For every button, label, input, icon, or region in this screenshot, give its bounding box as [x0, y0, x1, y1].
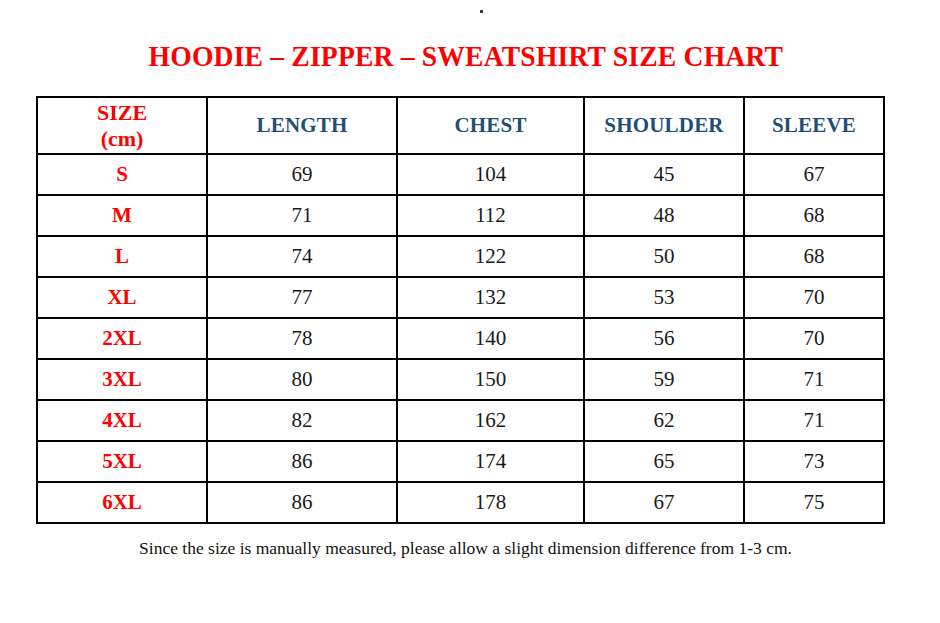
shoulder-cell: 59: [584, 359, 744, 400]
size-cell: XL: [37, 277, 207, 318]
length-cell: 71: [207, 195, 397, 236]
shoulder-cell: 67: [584, 482, 744, 523]
table-row: L741225068: [37, 236, 884, 277]
chest-cell: 112: [397, 195, 584, 236]
chest-cell: 104: [397, 154, 584, 195]
header-row: SIZE (cm) LENGTH CHEST SHOULDER SLEEVE: [37, 97, 884, 154]
title-container: HOODIE – ZIPPER – SWEATSHIRT SIZE CHART: [0, 40, 931, 72]
size-cell: 6XL: [37, 482, 207, 523]
sleeve-cell: 68: [744, 195, 884, 236]
size-cell: L: [37, 236, 207, 277]
size-table-body: S691044567M711124868L741225068XL77132537…: [37, 154, 884, 523]
shoulder-cell: 53: [584, 277, 744, 318]
sleeve-cell: 70: [744, 318, 884, 359]
page-title: HOODIE – ZIPPER – SWEATSHIRT SIZE CHART: [148, 40, 783, 72]
sleeve-cell: 68: [744, 236, 884, 277]
length-header: LENGTH: [207, 97, 397, 154]
table-row: 5XL861746573: [37, 441, 884, 482]
chest-header: CHEST: [397, 97, 584, 154]
length-cell: 74: [207, 236, 397, 277]
sleeve-cell: 71: [744, 359, 884, 400]
size-cm-header: SIZE (cm): [37, 97, 207, 154]
note-container: Since the size is manually measured, ple…: [0, 536, 931, 560]
table-row: 4XL821626271: [37, 400, 884, 441]
size-header-line2: (cm): [38, 126, 206, 152]
length-cell: 77: [207, 277, 397, 318]
table-row: S691044567: [37, 154, 884, 195]
sleeve-cell: 71: [744, 400, 884, 441]
shoulder-cell: 56: [584, 318, 744, 359]
shoulder-cell: 62: [584, 400, 744, 441]
shoulder-cell: 50: [584, 236, 744, 277]
table-row: 6XL861786775: [37, 482, 884, 523]
table-row: XL771325370: [37, 277, 884, 318]
shoulder-header: SHOULDER: [584, 97, 744, 154]
size-header-line1: SIZE: [38, 100, 206, 126]
shoulder-cell: 65: [584, 441, 744, 482]
length-cell: 86: [207, 482, 397, 523]
chest-cell: 150: [397, 359, 584, 400]
chest-cell: 178: [397, 482, 584, 523]
sleeve-cell: 73: [744, 441, 884, 482]
chest-cell: 162: [397, 400, 584, 441]
size-chart-table: SIZE (cm) LENGTH CHEST SHOULDER SLEEVE S…: [36, 96, 885, 524]
size-cell: 4XL: [37, 400, 207, 441]
length-cell: 78: [207, 318, 397, 359]
size-chart-header: SIZE (cm) LENGTH CHEST SHOULDER SLEEVE: [37, 97, 884, 154]
shoulder-cell: 48: [584, 195, 744, 236]
sleeve-cell: 67: [744, 154, 884, 195]
chest-cell: 140: [397, 318, 584, 359]
stray-dot: [480, 10, 483, 13]
table-row: 3XL801505971: [37, 359, 884, 400]
size-cell: M: [37, 195, 207, 236]
chest-cell: 174: [397, 441, 584, 482]
length-cell: 69: [207, 154, 397, 195]
length-cell: 80: [207, 359, 397, 400]
length-cell: 82: [207, 400, 397, 441]
size-cell: 3XL: [37, 359, 207, 400]
sleeve-cell: 75: [744, 482, 884, 523]
length-cell: 86: [207, 441, 397, 482]
sleeve-cell: 70: [744, 277, 884, 318]
size-cell: 2XL: [37, 318, 207, 359]
table-row: M711124868: [37, 195, 884, 236]
size-cell: 5XL: [37, 441, 207, 482]
table-row: 2XL781405670: [37, 318, 884, 359]
chest-cell: 132: [397, 277, 584, 318]
measurement-note: Since the size is manually measured, ple…: [0, 536, 931, 560]
shoulder-cell: 45: [584, 154, 744, 195]
size-cell: S: [37, 154, 207, 195]
chest-cell: 122: [397, 236, 584, 277]
sleeve-header: SLEEVE: [744, 97, 884, 154]
